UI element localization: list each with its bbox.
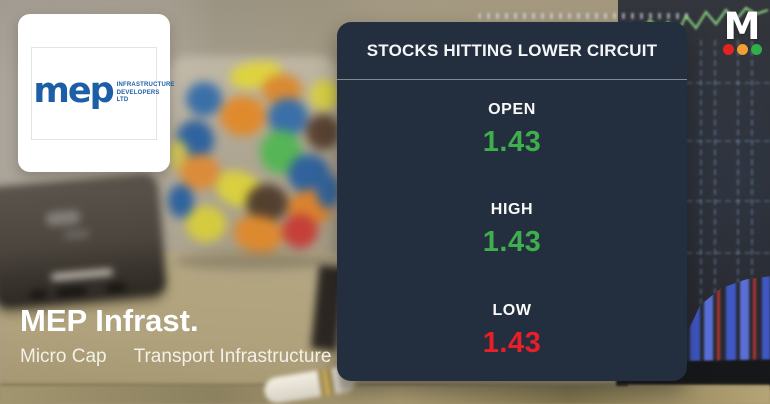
stat-low-label: LOW — [492, 301, 532, 319]
brand-logo: M — [719, 5, 765, 56]
company-meta: Micro Cap Transport Infrastructure — [20, 346, 331, 368]
chart-gridline — [618, 140, 770, 142]
chart-gridline — [618, 200, 770, 202]
sector-tag: Transport Infrastructure — [133, 346, 332, 367]
chart-gridline — [714, 40, 716, 364]
chart-gridline — [700, 40, 702, 364]
panel-divider — [337, 79, 687, 80]
chart-gridline — [618, 82, 770, 84]
jar-shadow — [174, 252, 334, 270]
mep-logo-text: mep — [33, 70, 114, 111]
brand-dot-amber-icon — [736, 44, 748, 56]
market-cap-tag: Micro Cap — [20, 346, 107, 367]
company-name: MEP Infrast. — [20, 303, 199, 338]
chart-gridline — [737, 40, 739, 364]
stat-high-value: 1.43 — [482, 226, 542, 259]
stat-open: OPEN 1.43 — [337, 80, 687, 180]
brand-dot-green-icon — [750, 44, 762, 56]
stat-open-label: OPEN — [488, 101, 536, 119]
phone — [0, 172, 167, 310]
panel-title: STOCKS HITTING LOWER CIRCUIT — [366, 40, 658, 60]
stat-low-value: 1.43 — [482, 326, 542, 359]
brand-dot-red-icon — [722, 44, 734, 56]
brand-letter: M — [723, 5, 761, 48]
stat-low: LOW 1.43 — [337, 281, 687, 381]
candy-jar — [168, 56, 340, 274]
stat-high-label: HIGH — [490, 201, 534, 219]
chart-gridline — [751, 40, 753, 364]
company-logo-card: mep Infrastructure Developers Ltd — [18, 14, 175, 172]
stat-high: HIGH 1.43 — [337, 180, 687, 280]
stats-list: OPEN 1.43 HIGH 1.43 LOW 1.43 — [337, 80, 687, 381]
stat-open-value: 1.43 — [482, 126, 542, 159]
chart-gridline — [618, 252, 770, 254]
lower-circuit-panel: STOCKS HITTING LOWER CIRCUIT OPEN 1.43 H… — [337, 22, 687, 381]
chart-tick-marks — [478, 13, 690, 19]
desk-edge — [0, 386, 770, 404]
mep-logo: mep Infrastructure Developers Ltd — [31, 47, 175, 140]
mep-logo-subtext: Infrastructure Developers Ltd — [116, 82, 175, 104]
brand-dots — [719, 44, 765, 56]
